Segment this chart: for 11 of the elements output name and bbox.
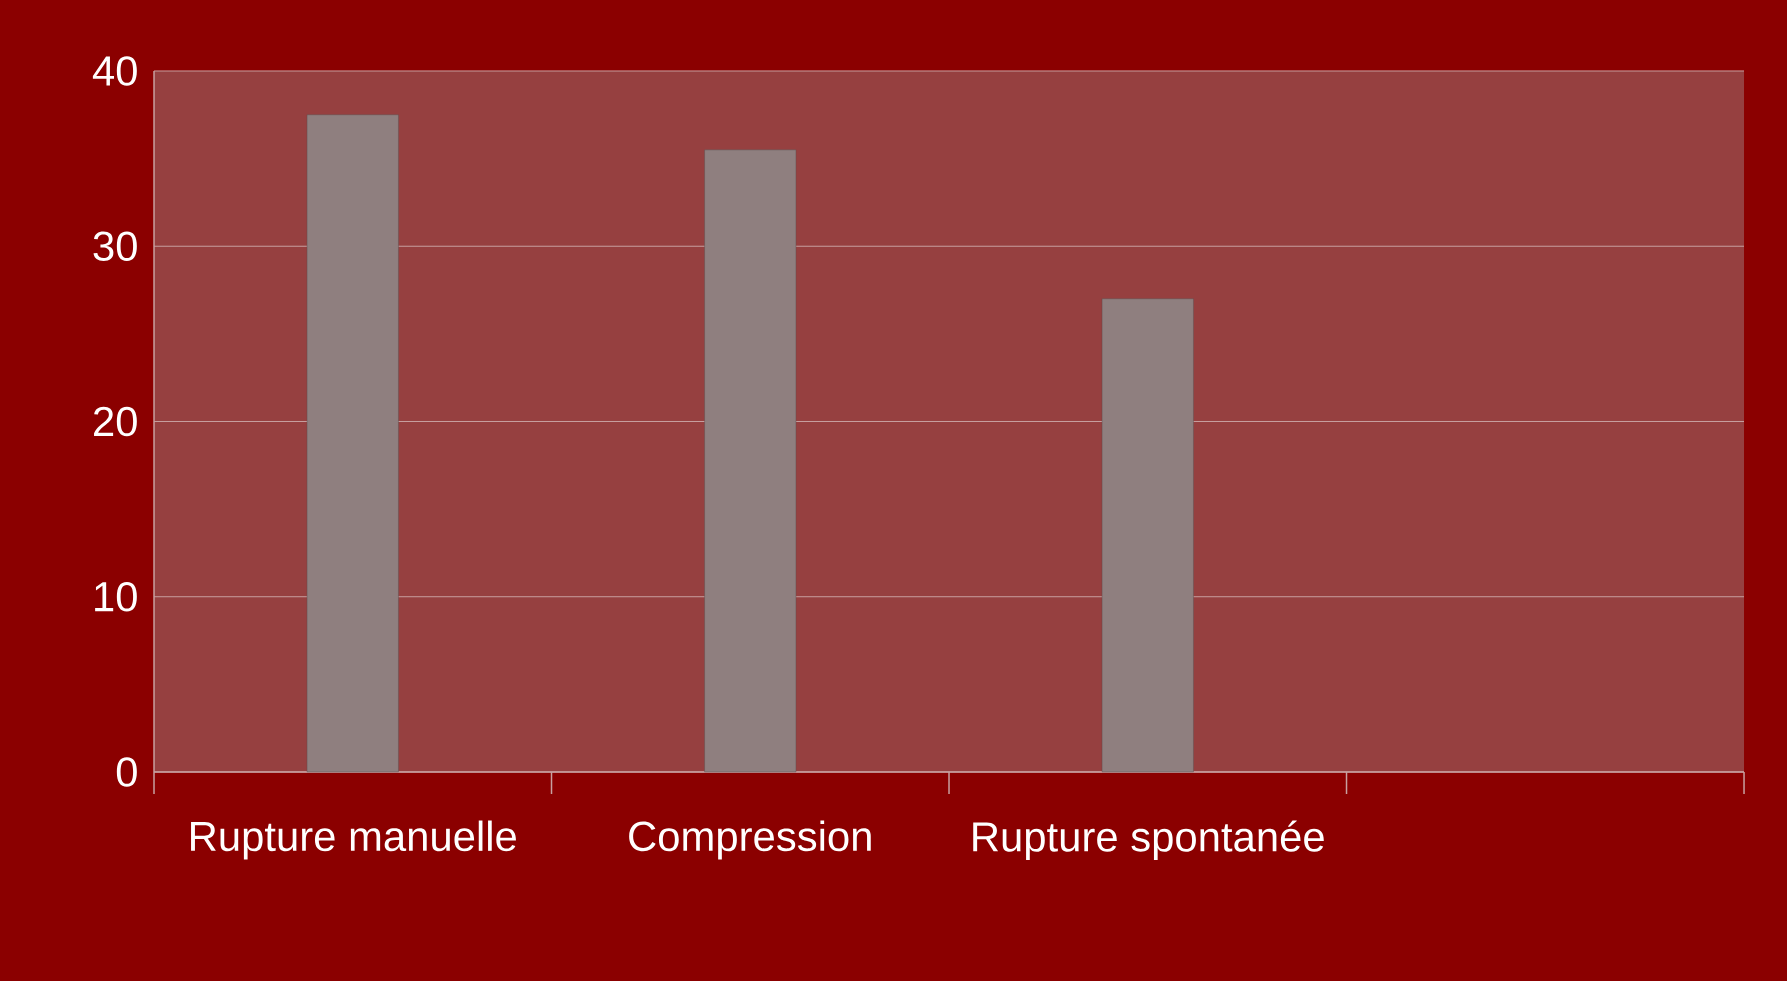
y-tick-label: 30 (93, 231, 137, 262)
y-tick-label: 0 (116, 757, 137, 787)
y-tick-label: 40 (92, 56, 137, 86)
bar (1101, 298, 1194, 773)
bar (704, 149, 797, 773)
x-tick-label: Rupture spontanée (973, 820, 1324, 861)
y-tick-label: 20 (94, 406, 137, 437)
bar (306, 114, 399, 773)
y-tick-label: 10 (95, 581, 137, 612)
x-tick-label: Compression (629, 820, 871, 860)
x-tick-label: Rupture manuelle (191, 820, 516, 860)
